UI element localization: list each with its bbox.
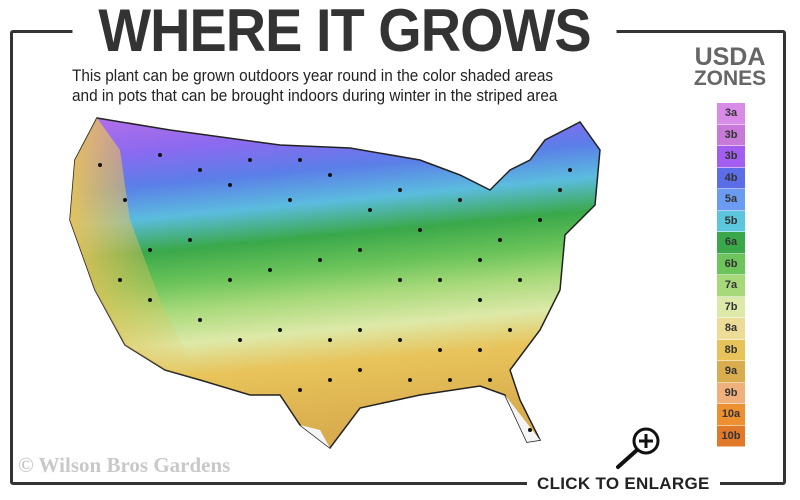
legend-title-zones: ZONES (693, 67, 767, 90)
legend-zone-7a: 7a (717, 275, 745, 297)
legend-zone-6b: 6b (717, 253, 745, 275)
city-dot (438, 278, 442, 282)
city-dot (478, 298, 482, 302)
city-dot (358, 248, 362, 252)
city-dot (488, 378, 492, 382)
city-dot (568, 168, 572, 172)
city-dot (198, 318, 202, 322)
magnifier-plus-icon[interactable] (608, 425, 668, 470)
page-title: WHERE IT GROWS (72, 0, 617, 62)
legend-zone-9b: 9b (717, 382, 745, 404)
legend-zone-5b: 5b (717, 210, 745, 232)
zone-legend: 3a 3b 3b 4b 5a 5b 6a 6b 7a 7b 8a 8b 9a 9b 10a 10b (717, 103, 745, 447)
city-dot (398, 188, 402, 192)
city-dot (438, 348, 442, 352)
city-dot (358, 328, 362, 332)
city-dot (368, 208, 372, 212)
city-dot (148, 298, 152, 302)
legend-zone-3a: 3a (717, 103, 745, 125)
subtitle-line-1: This plant can be grown outdoors year ro… (72, 67, 554, 85)
city-dot (298, 388, 302, 392)
city-dot (358, 368, 362, 372)
city-dot (538, 218, 542, 222)
city-dot (238, 338, 242, 342)
city-dot (228, 183, 232, 187)
city-dot (528, 428, 532, 432)
legend-zone-8a: 8a (717, 318, 745, 340)
copyright-watermark: © Wilson Bros Gardens (18, 453, 231, 477)
city-dot (418, 228, 422, 232)
city-dot (118, 278, 122, 282)
subtitle: This plant can be grown outdoors year ro… (72, 66, 630, 106)
city-dot (268, 268, 272, 272)
legend-zone-6a: 6a (717, 232, 745, 254)
city-dot (328, 173, 332, 177)
city-dot (398, 338, 402, 342)
southern-tip-zones (300, 395, 540, 448)
city-dot (148, 248, 152, 252)
legend-zone-10a: 10a (717, 404, 745, 426)
legend-title-usda: USDA (694, 43, 766, 71)
legend-zone-7b: 7b (717, 296, 745, 318)
city-dot (123, 198, 127, 202)
city-dots (98, 153, 572, 432)
legend-zone-9a: 9a (717, 361, 745, 383)
city-dot (518, 278, 522, 282)
city-dot (188, 238, 192, 242)
city-dot (398, 278, 402, 282)
city-dot (158, 153, 162, 157)
city-dot (328, 338, 332, 342)
west-coast-zones (70, 118, 200, 380)
subtitle-line-2: and in pots that can be brought indoors … (72, 87, 558, 105)
legend-zone-3b: 3b (717, 124, 745, 146)
city-dot (288, 198, 292, 202)
city-dot (328, 378, 332, 382)
legend-zone-10b: 10b (717, 425, 745, 447)
legend-zone-3b: 3b (717, 146, 745, 168)
city-dot (248, 158, 252, 162)
city-dot (98, 163, 102, 167)
city-dot (458, 198, 462, 202)
city-dot (448, 378, 452, 382)
legend-title: USDA ZONES (680, 43, 780, 90)
city-dot (228, 278, 232, 282)
legend-zone-8b: 8b (717, 339, 745, 361)
city-dot (318, 258, 322, 262)
legend-zone-4b: 4b (717, 167, 745, 189)
click-to-enlarge-button[interactable]: CLICK TO ENLARGE (527, 474, 720, 494)
city-dot (558, 188, 562, 192)
city-dot (508, 328, 512, 332)
city-dot (498, 238, 502, 242)
city-dot (478, 348, 482, 352)
city-dot (198, 168, 202, 172)
city-dot (298, 158, 302, 162)
legend-zone-5a: 5a (717, 189, 745, 211)
city-dot (278, 328, 282, 332)
city-dot (408, 378, 412, 382)
city-dot (478, 258, 482, 262)
